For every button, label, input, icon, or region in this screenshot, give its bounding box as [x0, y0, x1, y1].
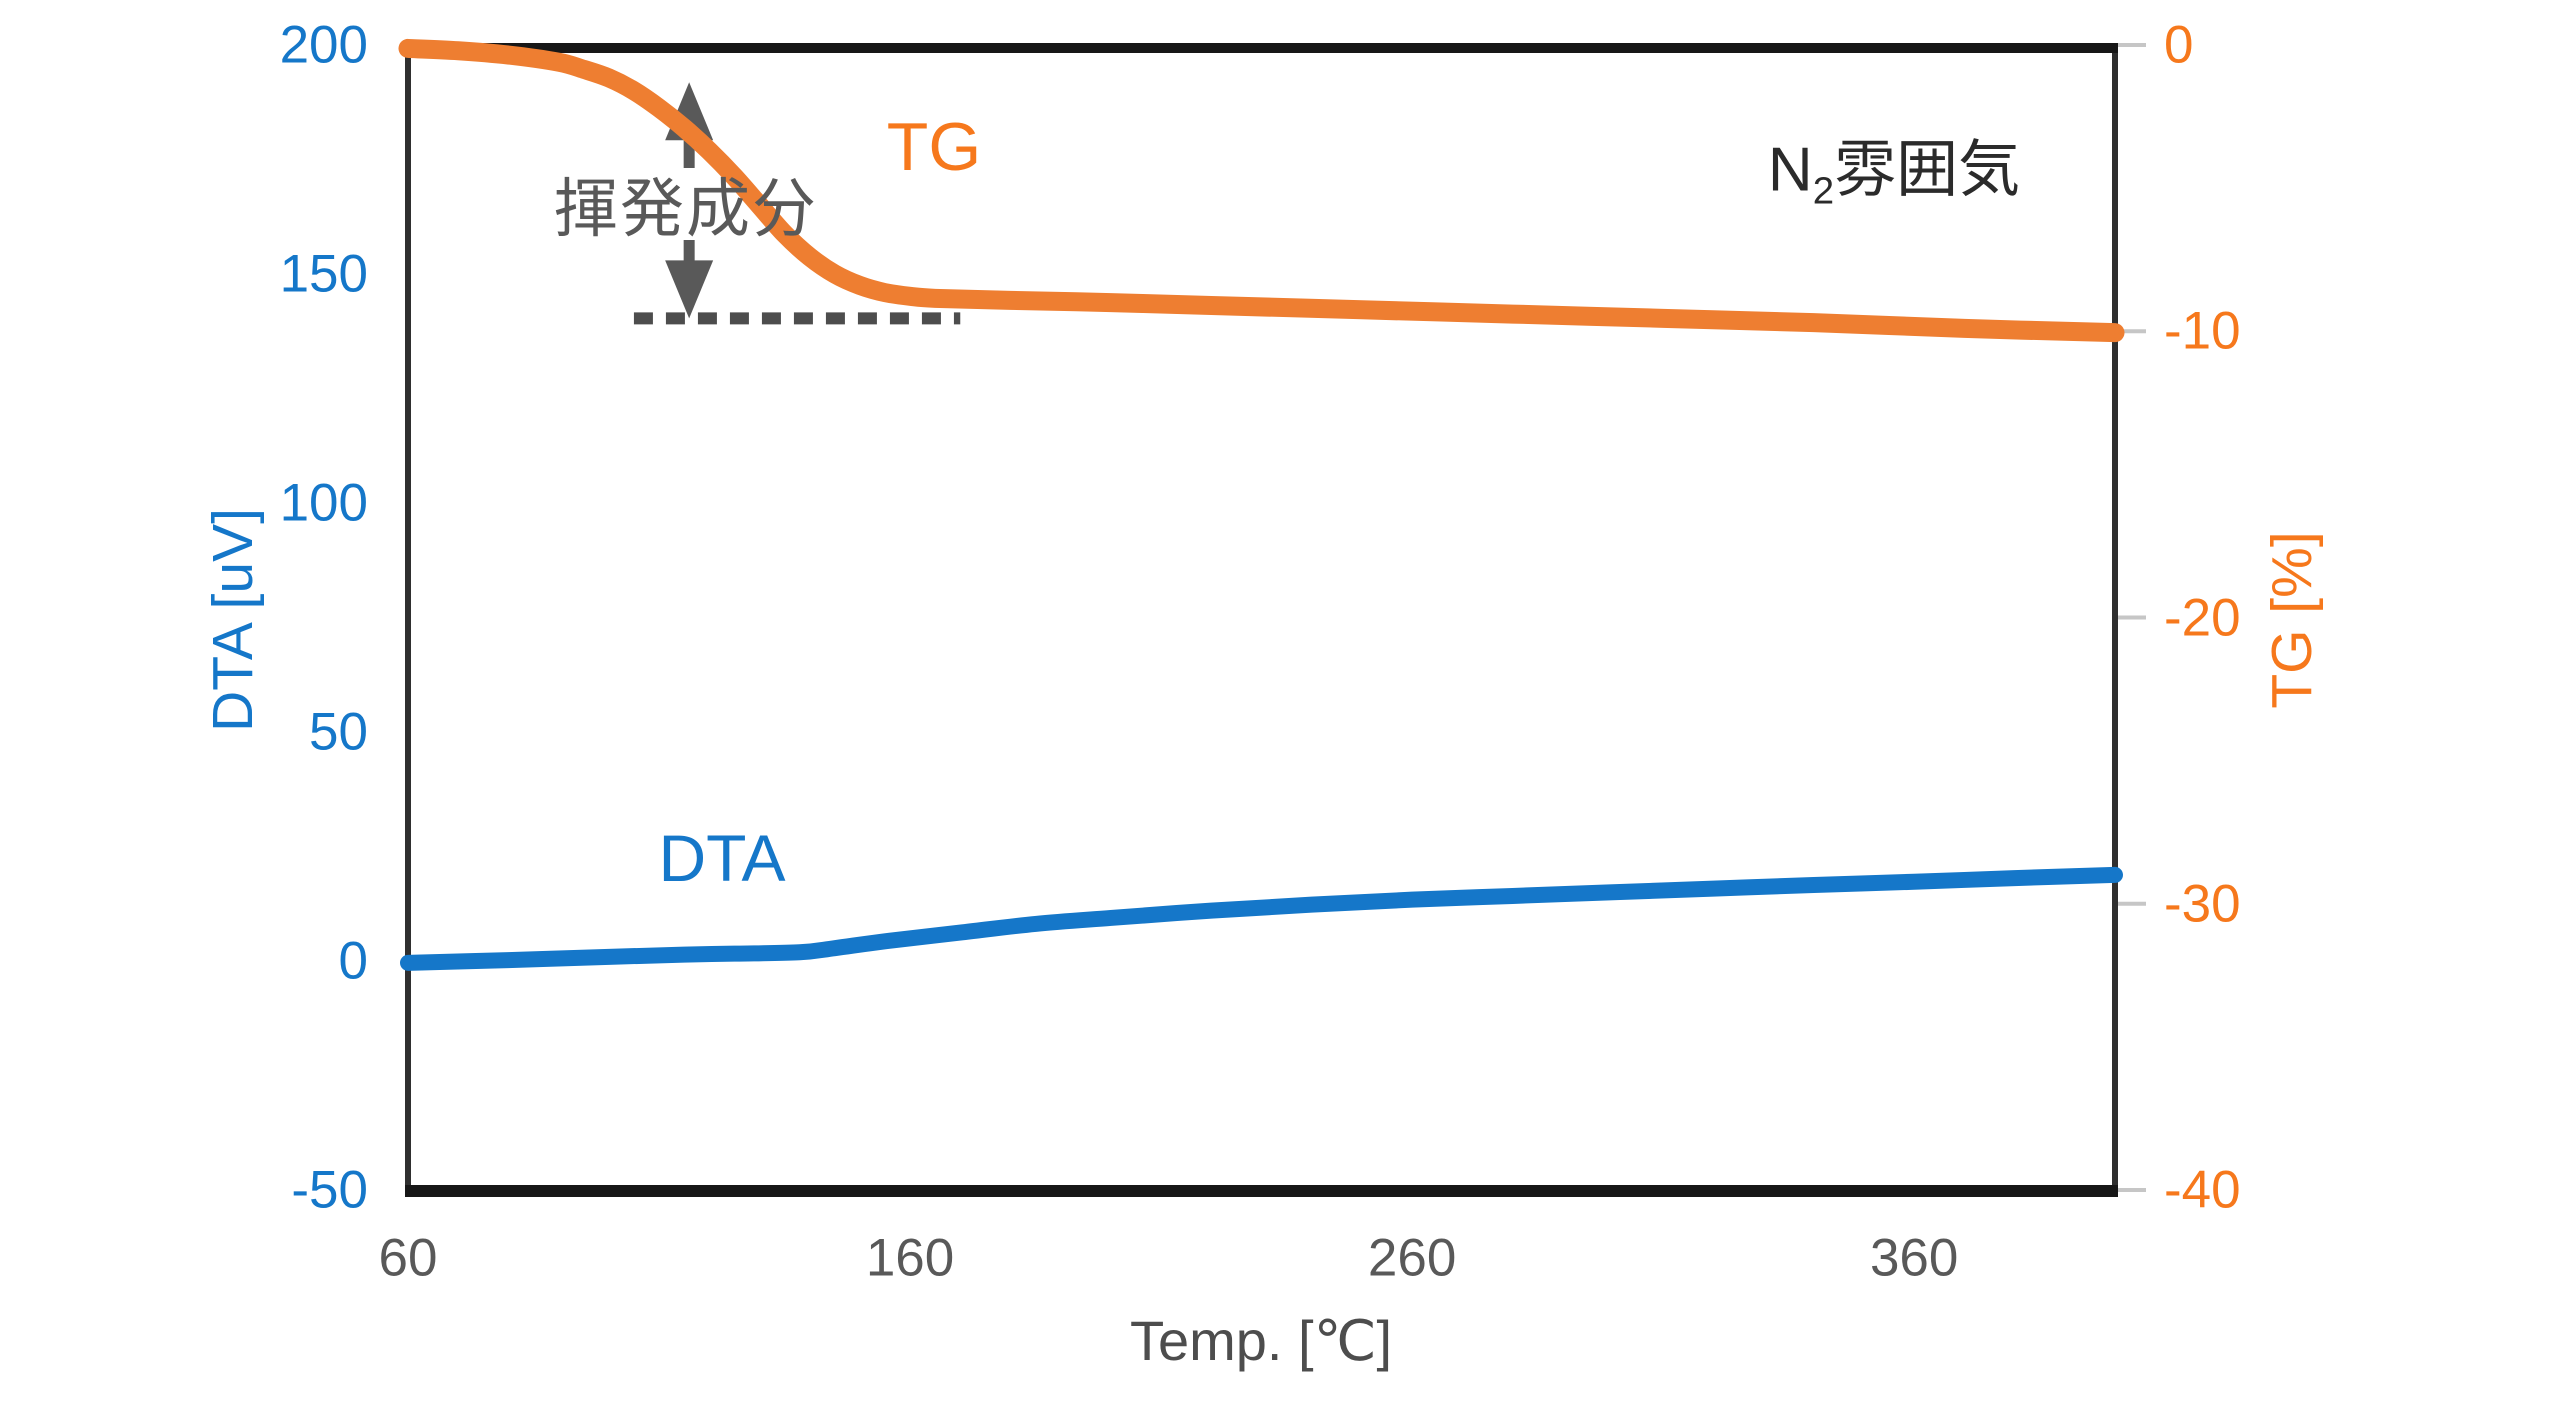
right-axis-tick-label: -30	[2164, 874, 2241, 934]
right-axis-tick-label: -10	[2164, 301, 2241, 361]
tg-curve	[398, 38, 2125, 343]
x-axis-tick-label: 260	[1367, 1228, 1457, 1288]
right-axis-tick-label: 0	[2164, 15, 2194, 75]
x-axis-title: Temp. [℃]	[1129, 1309, 1393, 1372]
x-axis-tick-label: 360	[1869, 1228, 1959, 1288]
left-axis-tick-label: 150	[279, 244, 368, 304]
atmosphere-note: N2雰囲気	[1768, 118, 2020, 213]
left-axis-tick-label: 200	[279, 15, 368, 75]
x-axis-tick-label: 160	[865, 1228, 955, 1288]
left-axis-tick-label: -50	[291, 1160, 368, 1220]
dta-curve	[400, 866, 2123, 971]
dta-curve-label: DTA	[658, 821, 786, 895]
volatile-component-annotation: 揮発成分	[554, 173, 818, 245]
right-axis-tick-label: -40	[2164, 1160, 2241, 1220]
left-axis-title: DTA [uV]	[201, 508, 265, 732]
x-axis-tick-label: 60	[378, 1228, 438, 1288]
right-axis-tick-label: -20	[2164, 588, 2241, 647]
tg-curve-label: TG	[886, 109, 982, 185]
atmosphere-note-subscript: 2	[1812, 169, 1835, 213]
left-axis-tick-label: 50	[309, 702, 368, 762]
left-axis-tick-label: 100	[279, 473, 368, 533]
right-axis-title: TG [%]	[2260, 531, 2324, 709]
left-axis-tick-label: 0	[338, 931, 368, 991]
atmosphere-note-suffix: 雰囲気	[1834, 135, 2021, 205]
atmosphere-note-prefix: N	[1767, 135, 1813, 205]
arrow-down-head	[665, 260, 714, 319]
